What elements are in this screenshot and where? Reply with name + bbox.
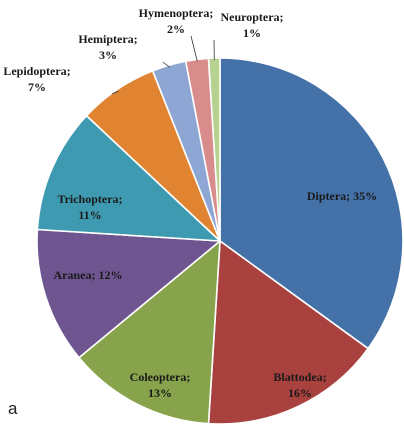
slice-label-neuroptera: Neuroptera; 1% [220,10,283,40]
slice-aranea [36,228,221,359]
slice-label-line1: Trichoptera; [57,192,122,206]
slice-trichoptera [36,114,221,242]
slice-label-line1: Aranea; 12% [54,268,123,282]
leader-line-lepidoptera [111,90,119,95]
slice-label-trichoptera: Trichoptera; 11% [57,192,122,222]
slice-label-line1: Lepidoptera; [3,64,70,78]
slice-label-line2: 16% [288,386,312,400]
slice-label-lepidoptera: Lepidoptera; 7% [3,64,70,94]
slice-label-line1: Hemiptera; [78,32,137,46]
slice-label-line1: Coleoptera; [130,370,191,384]
slice-label-line1: Diptera; 35% [307,189,377,203]
slice-label-line2: 3% [99,48,117,62]
slice-label-line1: Hymenoptera; [139,6,214,20]
pie-slices [36,57,404,425]
slice-label-line2: 2% [167,22,185,36]
leader-line-hemiptera [162,61,170,68]
slice-label-diptera: Diptera; 35% [307,189,377,203]
slice-coleoptera [78,240,221,425]
leader-lines [111,35,215,95]
slice-label-aranea: Aranea; 12% [54,268,123,282]
slice-diptera [219,57,404,350]
slice-blattodea [207,240,369,425]
leader-line-hymenoptera [190,35,198,62]
slice-label-coleoptera: Coleoptera; 13% [130,370,191,400]
slice-label-hemiptera: Hemiptera; 3% [78,32,137,62]
slice-label-line2: 1% [243,26,261,40]
slice-label-line2: 11% [78,208,101,222]
panel-letter: a [8,399,18,418]
slice-label-hymenoptera: Hymenoptera; 2% [139,6,214,36]
slice-label-line2: 7% [28,80,46,94]
slice-label-line1: Blattodea; [273,370,326,384]
slice-label-line2: 13% [148,386,172,400]
slice-label-line1: Neuroptera; [220,10,283,24]
slice-label-blattodea: Blattodea; 16% [273,370,326,400]
slice-labels: Diptera; 35% Blattodea; 16% Coleoptera; 13% A… [3,6,377,400]
